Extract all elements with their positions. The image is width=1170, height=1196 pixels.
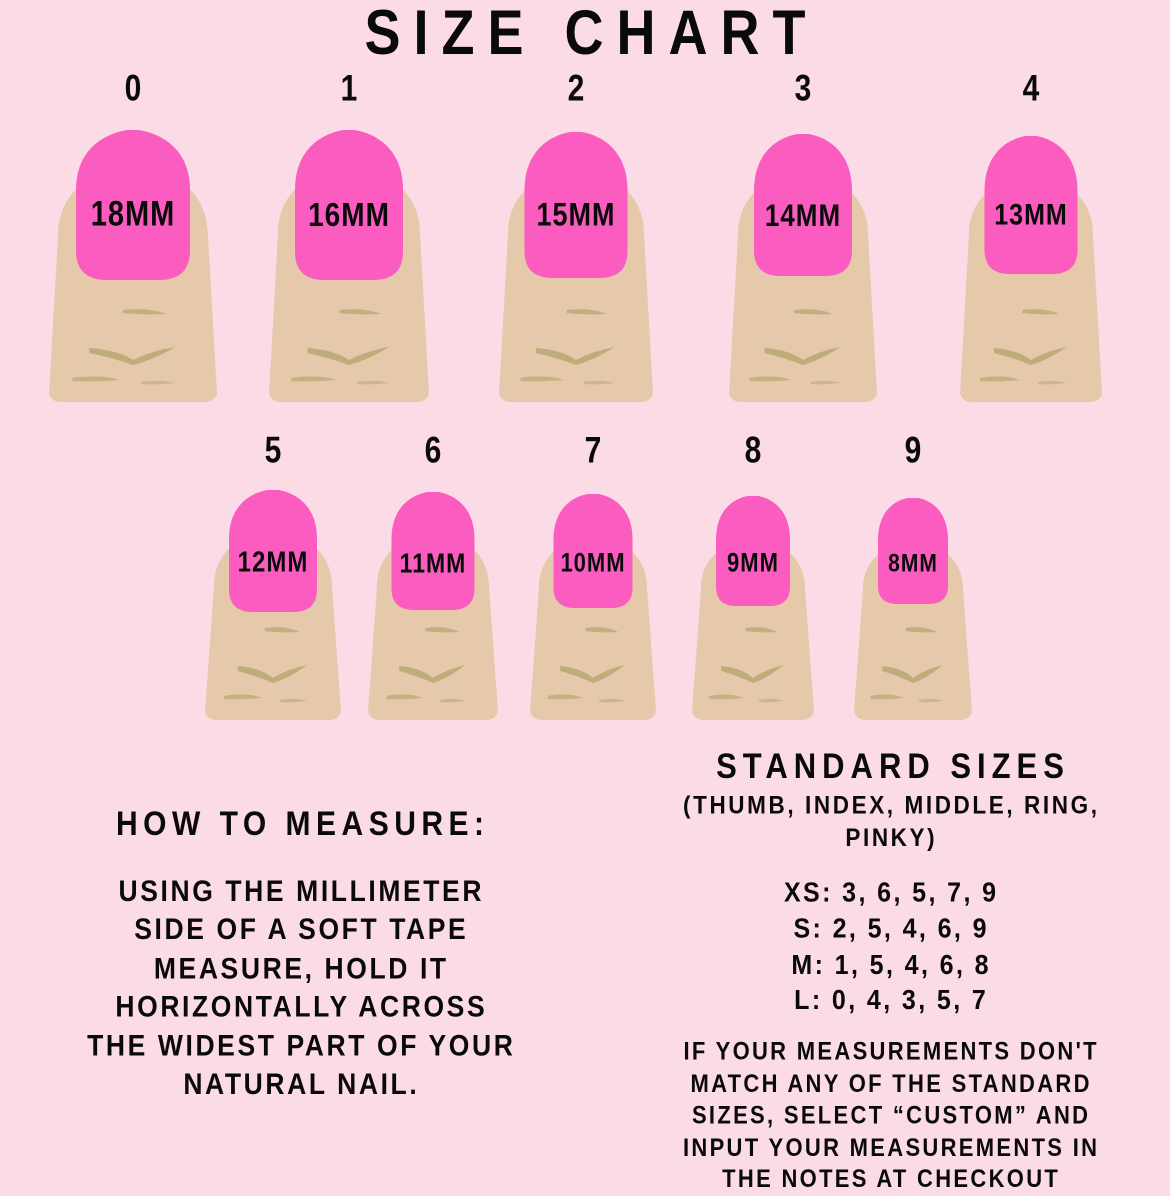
how-to-measure-body: USING THE MILLIMETER SIDE OF A SOFT TAPE… [0,872,600,1103]
finger-shape-svg [530,494,656,720]
finger-illustration [356,486,510,720]
nail-measurement-label: 18MM [90,195,176,234]
nail-plate [878,498,948,604]
finger-illustration [948,126,1114,402]
how-to-measure-block: HOW TO MEASURE: USING THE MILLIMETER SID… [0,805,600,1101]
finger-shape-svg [269,130,429,402]
nail-size-number: 7 [584,430,602,472]
nail-size-6: 6 11MM [356,0,510,1156]
nail-measurement-label: 13MM [994,197,1068,232]
finger-shape-svg [499,132,653,402]
nail-size-9: 9 8MM [842,0,984,1156]
nail-measurement-label: 16MM [308,195,390,233]
nail-measurement-label: 12MM [237,546,309,579]
how-to-measure-line: NATURAL NAIL. [183,1067,420,1101]
nail-plate [716,496,790,606]
nail-plate [754,134,852,276]
nail-size-3: 3 14MM [717,0,889,1156]
nail-size-8: 8 9MM [680,0,826,1156]
standard-sizes-subtitle-line: PINKY) [845,822,938,851]
nail-measurement-label: 10MM [560,547,626,578]
nail-size-number: 0 [124,68,142,110]
finger-shape-svg [368,492,498,720]
custom-size-note-line: MATCH ANY OF THE STANDARD [690,1069,1092,1098]
how-to-measure-line: USING THE MILLIMETER [118,874,485,908]
nail-measurement-label: 14MM [764,197,842,233]
finger-illustration [518,486,668,720]
nail-size-0: 0 18MM [37,0,229,1156]
how-to-measure-line: THE WIDEST PART OF YOUR [87,1028,516,1063]
standard-size-entry-l: L: 0, 4, 3, 5, 7 [794,985,989,1017]
nail-size-7: 7 10MM [518,0,668,1156]
nail-plate [524,132,628,278]
finger-shape-svg [49,130,217,402]
finger-shape-svg [205,490,341,720]
finger-illustration [487,126,665,402]
custom-size-note-line: IF YOUR MEASUREMENTS DON'T [683,1037,1099,1066]
nail-plate [553,494,633,608]
custom-size-note-line: SIZES, SELECT “CUSTOM” AND [691,1101,1091,1130]
how-to-measure-line: HORIZONTALLY ACROSS [115,989,488,1024]
standard-size-entry-m: M: 1, 5, 4, 6, 8 [791,949,991,981]
finger-shape-svg [854,498,972,720]
nail-plate [229,490,317,612]
nail-size-number: 5 [264,430,282,472]
custom-size-note: IF YOUR MEASUREMENTS DON'T MATCH ANY OF … [610,1036,1170,1196]
custom-size-note-line: INPUT YOUR MEASUREMENTS IN [682,1133,1100,1162]
nail-measurement-label: 15MM [536,196,616,233]
nail-size-number: 2 [567,68,585,110]
how-to-measure-line: SIDE OF A SOFT TAPE [134,912,469,947]
size-chart-page: SIZE CHART 0 18MM 1 16MM 2 15MM 3 14MM 4 13MM 5 12M… [0,0,1114,1193]
finger-shape-svg [960,136,1102,402]
nail-measurement-label: 9MM [727,547,779,578]
how-to-measure-heading: HOW TO MEASURE: [115,805,490,843]
nail-size-number: 8 [744,430,762,472]
nail-size-4: 4 13MM [948,0,1114,1156]
nail-size-number: 1 [340,68,358,110]
nail-size-number: 9 [904,430,922,472]
nail-plate [984,136,1078,274]
standard-sizes-subtitle-line: (THUMB, INDEX, MIDDLE, RING, [683,790,1100,819]
how-to-measure-line: MEASURE, HOLD IT [153,951,449,985]
nail-size-number: 6 [424,430,442,472]
finger-illustration [842,486,984,720]
finger-shape-svg [729,134,877,402]
standard-size-entry-xs: XS: 3, 6, 5, 7, 9 [783,877,999,909]
finger-illustration [193,486,353,720]
nail-size-number: 4 [1022,68,1040,110]
finger-illustration [257,126,441,402]
finger-illustration [37,126,229,402]
finger-shape-svg [692,496,814,720]
nail-size-number: 3 [794,68,812,110]
nail-plate [76,130,190,280]
finger-illustration [717,126,889,402]
nail-measurement-label: 8MM [888,549,938,577]
standard-sizes-subtitle: (THUMB, INDEX, MIDDLE, RING, PINKY) [610,790,1170,855]
finger-illustration [680,486,826,720]
standard-sizes-heading: STANDARD SIZES [716,745,1070,786]
standard-sizes-list: XS: 3, 6, 5, 7, 9 S: 2, 5, 4, 6, 9 M: 1,… [610,875,1170,1019]
nail-size-1: 1 16MM [257,0,441,1156]
nail-size-2: 2 15MM [487,0,665,1156]
nail-plate [295,130,403,280]
custom-size-note-line: THE NOTES AT CHECKOUT [722,1165,1061,1194]
nail-size-5: 5 12MM [193,0,353,1156]
standard-size-entry-s: S: 2, 5, 4, 6, 9 [793,913,989,945]
nail-plate [391,492,475,610]
page-title: SIZE CHART [364,0,819,69]
standard-sizes-block: STANDARD SIZES (THUMB, INDEX, MIDDLE, RI… [610,745,1170,1193]
nail-measurement-label: 11MM [399,546,467,578]
